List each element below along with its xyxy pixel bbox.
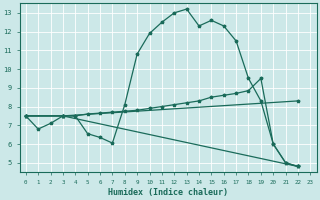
X-axis label: Humidex (Indice chaleur): Humidex (Indice chaleur) bbox=[108, 188, 228, 197]
